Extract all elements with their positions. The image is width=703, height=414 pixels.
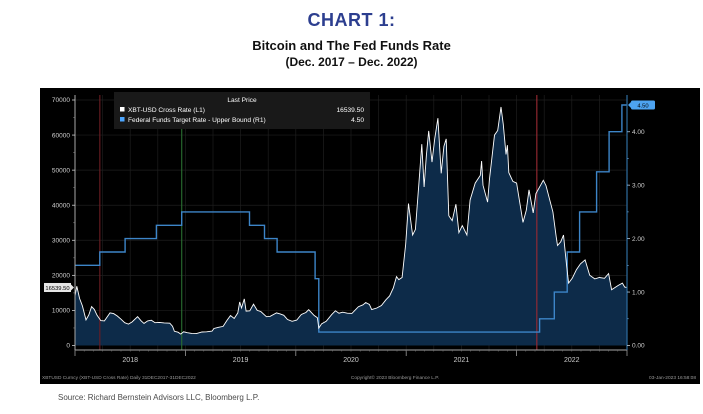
legend-series-value: 16539.50 <box>336 107 364 114</box>
legend-series-value: 4.50 <box>351 117 364 124</box>
svg-text:4.50: 4.50 <box>637 103 648 109</box>
legend: Last Price XBT-USD Cross Rate (L1) 16539.5… <box>114 92 370 129</box>
left-axis-tick-label: 30000 <box>52 237 70 244</box>
bitcoin-fedfunds-chart: 0 10000 20000 30000 40000 50000 60000 70000 0.00… <box>42 92 696 381</box>
right-axis-tick-label: 0.00 <box>632 343 645 350</box>
x-axis: 2018 2019 2020 2021 2022 <box>74 350 628 364</box>
source-note: Source: Richard Bernstein Advisors LLC, … <box>58 393 260 402</box>
terminal-footer: XBTUSD Curncy (XBT-USD Cross Rate) Daily… <box>42 374 696 381</box>
right-last-price-label: 4.50 <box>628 100 655 110</box>
left-axis-tick-label: 50000 <box>52 167 70 174</box>
left-axis-tick-label: 10000 <box>52 308 70 315</box>
svg-text:16539.50: 16539.50 <box>45 286 69 292</box>
left-axis: 0 10000 20000 30000 40000 50000 60000 70000 <box>52 97 75 350</box>
right-axis-tick-label: 2.00 <box>632 236 645 243</box>
chart-header: CHART 1: Bitcoin and The Fed Funds Rate … <box>0 10 703 69</box>
left-axis-tick-label: 20000 <box>52 273 70 280</box>
legend-header: Last Price <box>227 97 257 104</box>
legend-box <box>114 92 370 129</box>
btc-area-fill <box>75 107 627 346</box>
right-axis-tick-label: 4.00 <box>632 129 645 136</box>
left-axis-tick-label: 40000 <box>52 202 70 209</box>
legend-swatch <box>120 117 125 122</box>
x-axis-year-label: 2021 <box>454 357 470 364</box>
x-axis-year-label: 2020 <box>343 357 359 364</box>
left-axis-tick-label: 70000 <box>52 97 70 104</box>
left-axis-tick-label: 60000 <box>52 132 70 139</box>
legend-series-label: Federal Funds Target Rate - Upper Bound … <box>128 117 266 124</box>
x-axis-year-label: 2018 <box>122 357 138 364</box>
right-axis-tick-label: 1.00 <box>632 289 645 296</box>
legend-swatch <box>120 107 125 112</box>
left-axis-tick-label: 0 <box>66 343 70 350</box>
chart-number-label: CHART 1: <box>307 10 396 30</box>
x-axis-year-label: 2022 <box>564 357 580 364</box>
footer-copyright-text: Copyright© 2023 Bloomberg Finance L.P. <box>351 374 439 381</box>
fed-funds-line <box>75 104 627 333</box>
right-axis-tick-label: 3.00 <box>632 182 645 189</box>
footer-ticker-text: XBTUSD Curncy (XBT-USD Cross Rate) Daily… <box>42 375 196 381</box>
left-last-price-label: 16539.50 <box>44 282 74 292</box>
btc-price-line <box>74 106 628 335</box>
footer-timestamp-text: 03-Jan-2023 16:58:08 <box>649 375 696 381</box>
legend-series-label: XBT-USD Cross Rate (L1) <box>128 107 205 114</box>
chart-title: Bitcoin and The Fed Funds Rate <box>252 38 451 53</box>
bloomberg-chart-panel: 0 10000 20000 30000 40000 50000 60000 70000 0.00… <box>40 88 700 384</box>
chart-period: (Dec. 2017 – Dec. 2022) <box>285 55 418 69</box>
right-axis: 0.00 1.00 2.00 3.00 4.00 <box>627 129 645 350</box>
x-axis-year-label: 2019 <box>233 357 249 364</box>
